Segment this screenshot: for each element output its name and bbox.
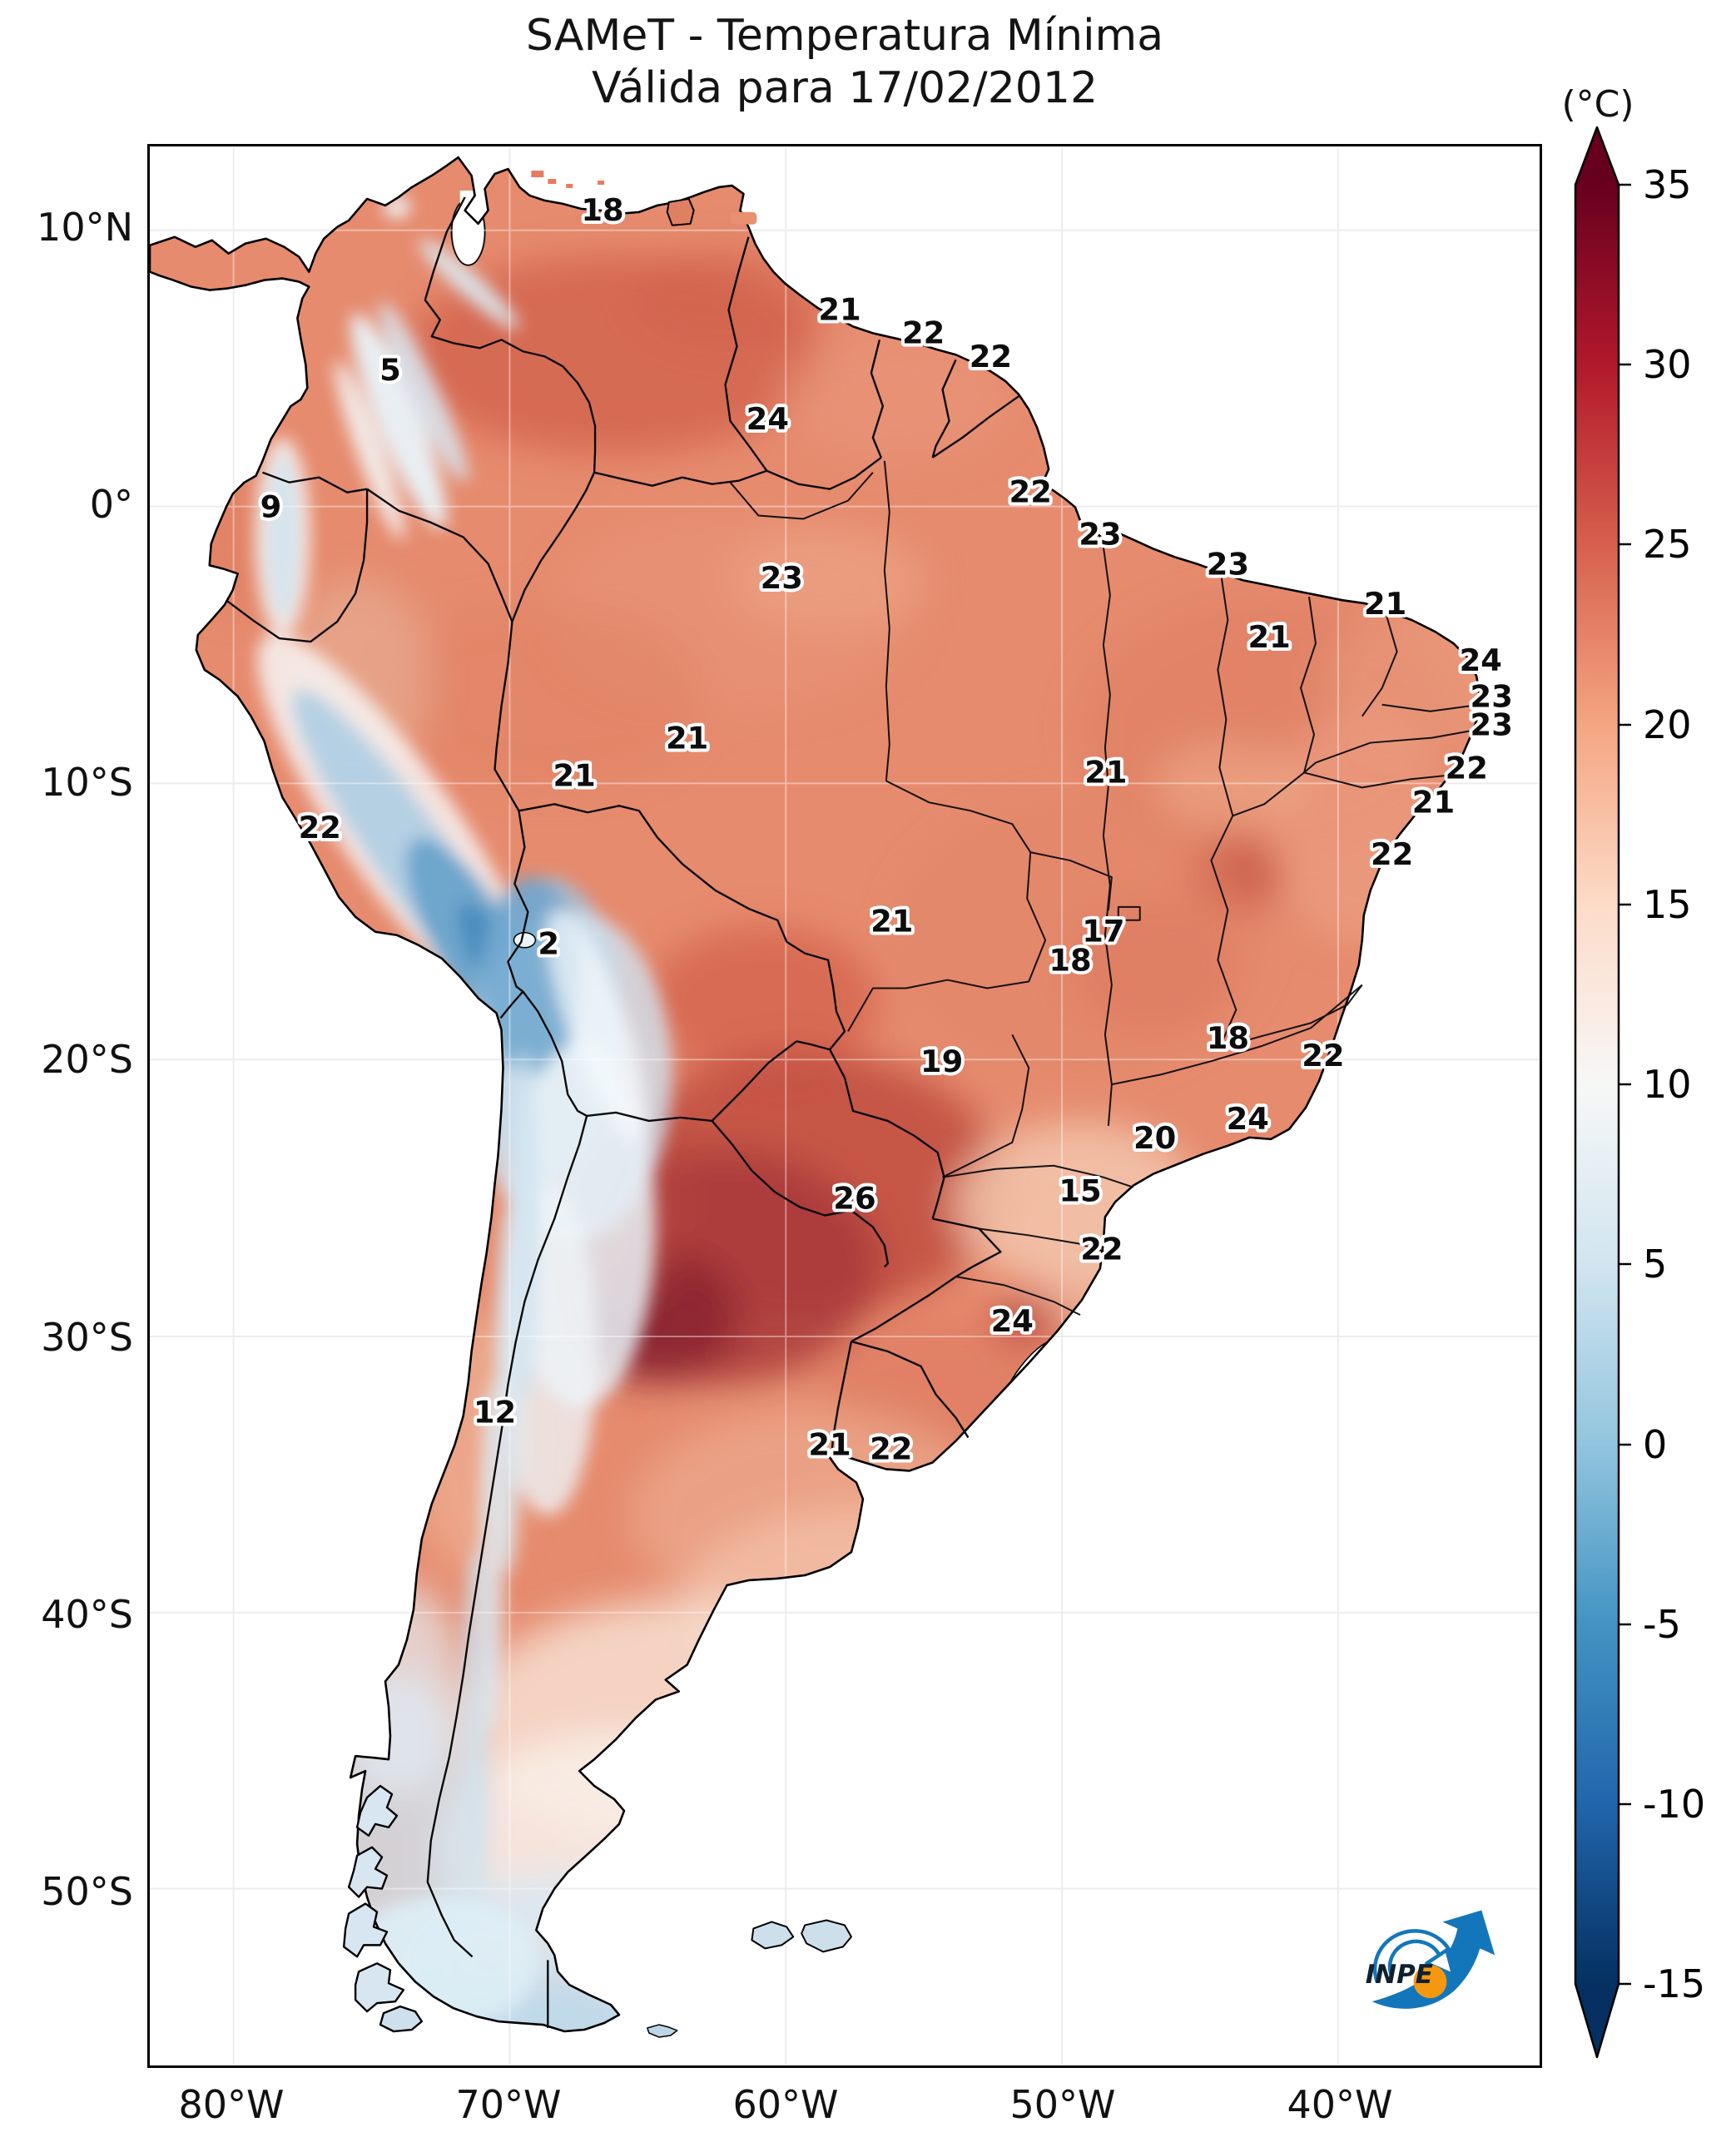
temp-label: 5 <box>379 352 401 388</box>
temp-label: 15 <box>1059 1173 1101 1209</box>
plot-title-line2: Válida para 17/02/2012 <box>591 63 1099 114</box>
inpe-swirl-icon-inner <box>1387 1939 1442 1978</box>
lat-tick-50s: 50°S <box>41 1869 133 1914</box>
temp-label: 23 <box>1471 679 1513 715</box>
cb-tick-10: 10 <box>1643 1062 1692 1107</box>
temp-label: 19 <box>920 1044 963 1079</box>
temp-label: 23 <box>1471 707 1513 743</box>
temp-label: 18 <box>1207 1020 1249 1056</box>
temp-label: 18 <box>581 192 623 228</box>
colorbar-tick-marks <box>1619 183 1631 1986</box>
temp-label: 26 <box>833 1181 875 1217</box>
temp-label: 22 <box>299 810 341 845</box>
temp-label: 21 <box>870 904 913 940</box>
temp-label: 22 <box>1446 750 1488 786</box>
temp-label: 23 <box>1207 546 1249 582</box>
lat-tick-10s: 10°S <box>41 760 133 805</box>
temp-label: 21 <box>808 1426 851 1462</box>
temp-label: 21 <box>1248 619 1291 655</box>
temp-label: 21 <box>1412 784 1455 820</box>
temp-label: 2 <box>538 926 559 962</box>
inpe-arrow-icon <box>1371 1910 1495 2009</box>
temperature-field <box>150 157 1481 2032</box>
state-borders <box>729 460 1481 1316</box>
inpe-logo: INPE <box>1366 1910 1495 2009</box>
temp-label: 21 <box>1364 586 1406 622</box>
temp-label: 17 <box>1082 914 1124 950</box>
colorbar-gradient-bar <box>1574 126 1620 2059</box>
temp-label: 22 <box>1302 1038 1344 1074</box>
temp-label: 24 <box>1460 642 1502 678</box>
lon-tick-60w: 60°W <box>732 2082 839 2127</box>
country-borders <box>225 196 1019 2029</box>
temp-label: 22 <box>1009 474 1052 510</box>
colorbar-unit-label: (°C) <box>1561 83 1634 126</box>
inpe-logo-text: INPE <box>1366 1960 1433 1990</box>
coastline <box>148 156 1481 2033</box>
cb-tick-35: 35 <box>1643 162 1692 207</box>
lat-tick-10n: 10°N <box>37 205 133 250</box>
temp-label: 24 <box>991 1303 1034 1339</box>
temp-label: 21 <box>818 291 861 327</box>
map-canvas: 18 21 22 22 24 5 9 22 23 23 23 21 21 24 … <box>148 147 1540 2065</box>
cb-tick-n10: -10 <box>1643 1782 1705 1827</box>
temp-label: 21 <box>666 721 708 756</box>
lat-tick-0: 0° <box>89 482 133 527</box>
temp-label: 22 <box>1371 836 1413 872</box>
temp-label: 21 <box>553 757 596 793</box>
temp-label: 22 <box>870 1431 912 1466</box>
temp-label: 12 <box>474 1395 516 1431</box>
cb-tick-5: 5 <box>1643 1242 1667 1287</box>
map-axes-frame: 18 21 22 22 24 5 9 22 23 23 23 21 21 24 … <box>147 144 1542 2068</box>
temperature-labels: 18 21 22 22 24 5 9 22 23 23 23 21 21 24 … <box>257 189 1516 1470</box>
temp-label: 22 <box>902 315 945 350</box>
temp-label: 22 <box>1080 1231 1123 1267</box>
lon-tick-40w: 40°W <box>1287 2082 1393 2127</box>
plot-title-line1: SAMeT - Temperatura Mínima <box>525 11 1164 61</box>
temp-label: 18 <box>1049 943 1091 979</box>
colorbar-tick-labels: 35 30 25 20 15 10 5 0 -5 -10 -15 <box>1643 162 1705 2006</box>
cb-tick-n5: -5 <box>1643 1602 1681 1647</box>
lon-tick-50w: 50°W <box>1009 2082 1116 2127</box>
cb-tick-15: 15 <box>1643 882 1692 927</box>
cb-tick-0: 0 <box>1643 1422 1667 1467</box>
temp-label: 23 <box>761 560 803 596</box>
colorbar: 35 30 25 20 15 10 5 0 -5 -10 -15 <box>1574 126 1705 2059</box>
lon-tick-80w: 80°W <box>178 2082 285 2127</box>
temp-label: 22 <box>970 339 1012 374</box>
temp-label: 23 <box>1079 516 1121 552</box>
temp-label: 9 <box>260 489 282 525</box>
lat-tick-30s: 30°S <box>41 1315 133 1360</box>
cb-tick-n15: -15 <box>1643 1961 1705 2006</box>
temp-label: 21 <box>1084 754 1127 790</box>
temp-label: 20 <box>1133 1120 1176 1156</box>
cb-tick-30: 30 <box>1643 342 1692 387</box>
cb-tick-25: 25 <box>1643 522 1692 567</box>
temp-label: 24 <box>746 401 789 437</box>
plot-title: SAMeT - Temperatura Mínima Válida para 1… <box>147 10 1542 116</box>
islands <box>342 171 852 2038</box>
cb-tick-20: 20 <box>1643 702 1692 747</box>
inpe-orange-ball-icon <box>1413 1965 1447 1999</box>
lon-tick-70w: 70°W <box>455 2082 562 2127</box>
inpe-swirl-icon <box>1372 1929 1455 1982</box>
temp-label: 24 <box>1227 1101 1269 1137</box>
lat-tick-40s: 40°S <box>41 1592 133 1637</box>
lat-tick-20s: 20°S <box>41 1037 133 1082</box>
